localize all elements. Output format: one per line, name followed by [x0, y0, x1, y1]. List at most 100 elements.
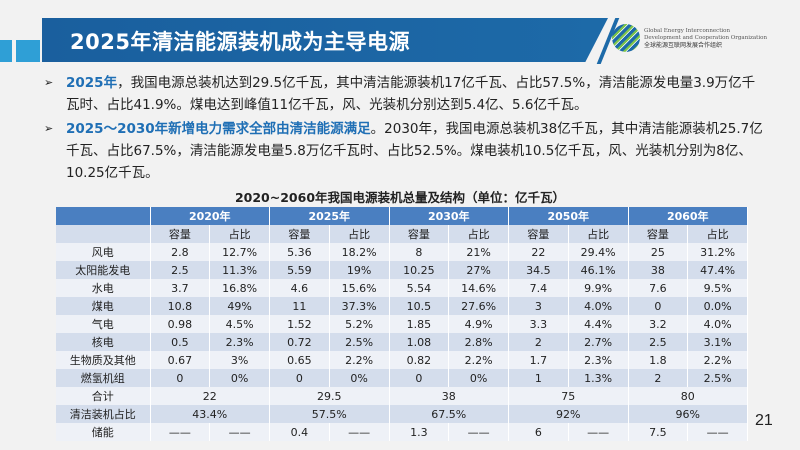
table-cell: 92%	[508, 405, 629, 423]
table-cell: 7.5	[628, 423, 689, 441]
subheader-capacity: 容量	[150, 225, 211, 243]
table-cell: 0%	[329, 369, 390, 387]
row-label: 核电	[56, 333, 151, 351]
table-cell: 2.2%	[329, 351, 390, 369]
table-cell: 3.3	[508, 315, 569, 333]
table-cell: ——	[568, 423, 629, 441]
table-cell: 2.5	[628, 333, 689, 351]
table-cell: 9.5%	[687, 279, 748, 297]
table-cell: 47.4%	[687, 261, 748, 279]
table-cell: 12.7%	[209, 243, 270, 261]
table-cell: 96%	[628, 405, 748, 423]
table-cell: 2.7%	[568, 333, 629, 351]
table-cell: 11	[269, 297, 330, 315]
subheader-share: 占比	[448, 225, 509, 243]
page-number: 21	[755, 412, 773, 429]
subheader-capacity: 容量	[508, 225, 569, 243]
table-row: 煤电 10.8 49% 11 37.3% 10.5 27.6% 3 4.0% 0 0.0%	[56, 297, 748, 315]
table-cell: ——	[329, 423, 390, 441]
table-cell: 5.59	[269, 261, 330, 279]
table-cell: 46.1%	[568, 261, 629, 279]
row-label: 气电	[56, 315, 151, 333]
table-cell: 1.7	[508, 351, 569, 369]
table-cell: 38	[389, 387, 509, 405]
table-cell: 18.2%	[329, 243, 390, 261]
table-cell: 0.65	[269, 351, 330, 369]
row-label: 煤电	[56, 297, 151, 315]
year-header: 2025年	[269, 207, 390, 225]
table-cell: 11.3%	[209, 261, 270, 279]
table-cell: 0	[389, 369, 450, 387]
table-cell: 4.0%	[568, 297, 629, 315]
table-cell: 3.7	[150, 279, 211, 297]
bullet-text: ，我国电源总装机达到29.5亿千瓦，其中清洁能源装机17亿千瓦、占比57.5%，…	[66, 75, 756, 113]
storage-row: 储能 —— —— 0.4 —— 1.3 —— 6 —— 7.5 ——	[56, 423, 748, 441]
subheader-share: 占比	[329, 225, 390, 243]
table-cell: 14.6%	[448, 279, 509, 297]
subheader-capacity: 容量	[389, 225, 450, 243]
subheader-share: 占比	[687, 225, 748, 243]
bullet-item: ➢ 2025年，我国电源总装机达到29.5亿千瓦，其中清洁能源装机17亿千瓦、占比…	[44, 72, 764, 116]
table-cell: 3%	[209, 351, 270, 369]
decor-square	[0, 40, 12, 62]
row-label: 风电	[56, 243, 151, 261]
table-cell: 5.54	[389, 279, 450, 297]
logo-en-1: Global Energy Interconnection	[644, 27, 731, 34]
table-cell: 1	[508, 369, 569, 387]
bullet-item: ➢ 2025～2030年新增电力需求全部由清洁能源满足。2030年，我国电源总装机…	[44, 118, 764, 184]
bullet-text: 。2030年，我国电源总装机38亿千瓦，其中清洁能源装机25.7亿千瓦、占比67…	[66, 121, 763, 181]
table-cell: 4.9%	[448, 315, 509, 333]
table-cell: 0.5	[150, 333, 211, 351]
decor-square	[16, 40, 40, 62]
table-cell: 0.4	[269, 423, 330, 441]
table-cell: 7.4	[508, 279, 569, 297]
table-cell: 3	[508, 297, 569, 315]
table-row: 风电 2.8 12.7% 5.36 18.2% 8 21% 22 29.4% 25 31.2%	[56, 243, 748, 261]
total-row: 合计 22 29.5 38 75 80	[56, 387, 748, 405]
table-cell: 4.4%	[568, 315, 629, 333]
table-cell: 0.72	[269, 333, 330, 351]
table-cell: 22	[508, 243, 569, 261]
table-cell: 10.8	[150, 297, 211, 315]
table-cell: 37.3%	[329, 297, 390, 315]
table-cell: 29.5	[269, 387, 390, 405]
table-cell: 4.5%	[209, 315, 270, 333]
row-label: 水电	[56, 279, 151, 297]
year-header: 2030年	[389, 207, 509, 225]
table-cell: 0.0%	[687, 297, 748, 315]
corner-cell	[56, 207, 151, 225]
table-cell: 3.2	[628, 315, 689, 333]
table-cell: 10.5	[389, 297, 450, 315]
table-cell: 43.4%	[150, 405, 270, 423]
year-header: 2050年	[508, 207, 629, 225]
table-cell: 0.67	[150, 351, 211, 369]
table-cell: ——	[687, 423, 748, 441]
table-cell: 27%	[448, 261, 509, 279]
year-header: 2020年	[150, 207, 270, 225]
clean_share-row: 清洁装机占比 43.4% 57.5% 67.5% 92% 96%	[56, 405, 748, 423]
table-caption: 2020~2060年我国电源装机总量及结构（单位：亿千瓦）	[234, 190, 566, 205]
table-cell: 57.5%	[269, 405, 390, 423]
table-cell: 2.2%	[687, 351, 748, 369]
row-label: 太阳能发电	[56, 261, 151, 279]
table-cell: 2	[628, 369, 689, 387]
table-cell: 2.3%	[568, 351, 629, 369]
table-cell: 38	[628, 261, 689, 279]
table-cell: 19%	[329, 261, 390, 279]
table-cell: 49%	[209, 297, 270, 315]
row-label: 燃氢机组	[56, 369, 151, 387]
table-cell: 4.0%	[687, 315, 748, 333]
bullet-highlight: 2025～2030年新增电力需求全部由清洁能源满足	[66, 121, 371, 137]
table-cell: ——	[150, 423, 211, 441]
subheader-capacity: 容量	[628, 225, 689, 243]
table-cell: 15.6%	[329, 279, 390, 297]
title-banner	[42, 18, 608, 62]
table-cell: 1.08	[389, 333, 450, 351]
table-row: 气电 0.98 4.5% 1.52 5.2% 1.85 4.9% 3.3 4.4% 3.2 4.0%	[56, 315, 748, 333]
table-cell: 2.2%	[448, 351, 509, 369]
table-cell: 6	[508, 423, 569, 441]
table-row: 水电 3.7 16.8% 4.6 15.6% 5.54 14.6% 7.4 9.9% 7.6 9.5…	[56, 279, 748, 297]
globe-logo-icon	[612, 24, 640, 52]
table-cell: 0.98	[150, 315, 211, 333]
table-cell: 5.2%	[329, 315, 390, 333]
